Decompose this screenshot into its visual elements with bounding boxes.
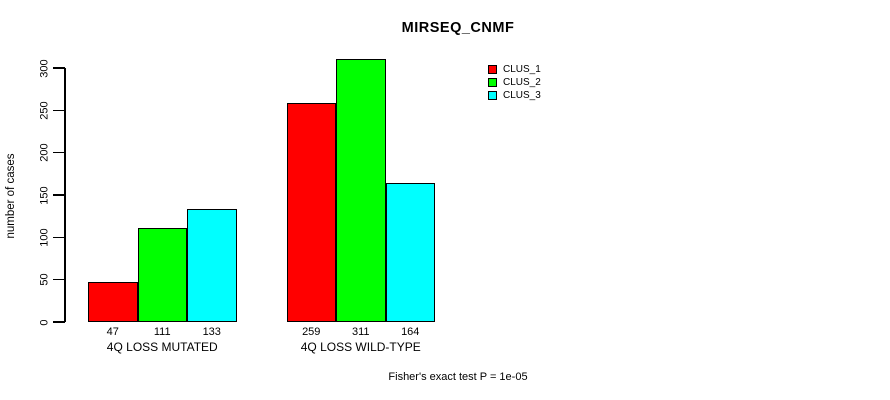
- y-tick-200: [53, 151, 65, 154]
- legend-swatch-icon: [488, 65, 497, 74]
- footer-note: Fisher's exact test P = 1e-05: [388, 371, 528, 383]
- bar-clus_2-group2: [336, 58, 386, 322]
- y-tick-50: [53, 278, 65, 281]
- legend-row-clus_3: CLUS_3: [488, 89, 541, 102]
- group-label-1: 4Q LOSS MUTATED: [106, 340, 218, 354]
- bar-value-label: 47: [106, 326, 119, 338]
- y-tick-label-300: 300: [38, 58, 51, 78]
- y-tick-300: [53, 67, 65, 69]
- legend-label: CLUS_3: [503, 90, 541, 101]
- legend-label: CLUS_2: [503, 77, 541, 88]
- legend-label: CLUS_1: [503, 64, 541, 75]
- bar-value-label: 259: [302, 326, 321, 338]
- legend-row-clus_1: CLUS_1: [488, 63, 541, 76]
- y-tick-150: [53, 194, 65, 196]
- bar-clus_3-group1: [187, 209, 237, 322]
- legend-swatch-icon: [488, 91, 497, 100]
- legend-row-clus_2: CLUS_2: [488, 76, 541, 89]
- y-tick-label-0: 0: [38, 318, 51, 326]
- y-tick-label-250: 250: [38, 101, 51, 120]
- y-tick-label-200: 200: [38, 143, 51, 162]
- y-tick-100: [53, 236, 65, 239]
- y-tick-label-50: 50: [38, 273, 51, 286]
- group-label-2: 4Q LOSS WILD-TYPE: [300, 340, 421, 354]
- bar-clus_1-group2: [286, 102, 336, 322]
- y-tick-label-150: 150: [38, 185, 51, 205]
- bar-value-label: 133: [202, 326, 221, 338]
- bar-value-label: 111: [153, 326, 171, 338]
- y-tick-250: [53, 109, 65, 112]
- chart-title: MIRSEQ_CNMF: [401, 20, 515, 36]
- y-axis-title: number of cases: [5, 153, 17, 239]
- bar-clus_2-group1: [137, 228, 187, 322]
- legend-swatch-icon: [488, 78, 497, 87]
- bar-clus_3-group2: [385, 183, 435, 322]
- bar-value-label: 164: [401, 326, 420, 338]
- bar-value-label: 311: [351, 326, 370, 338]
- bar-clus_1-group1: [88, 282, 138, 322]
- y-tick-0: [53, 321, 65, 323]
- legend: CLUS_1 CLUS_2 CLUS_3: [488, 63, 541, 102]
- y-tick-label-100: 100: [38, 228, 51, 247]
